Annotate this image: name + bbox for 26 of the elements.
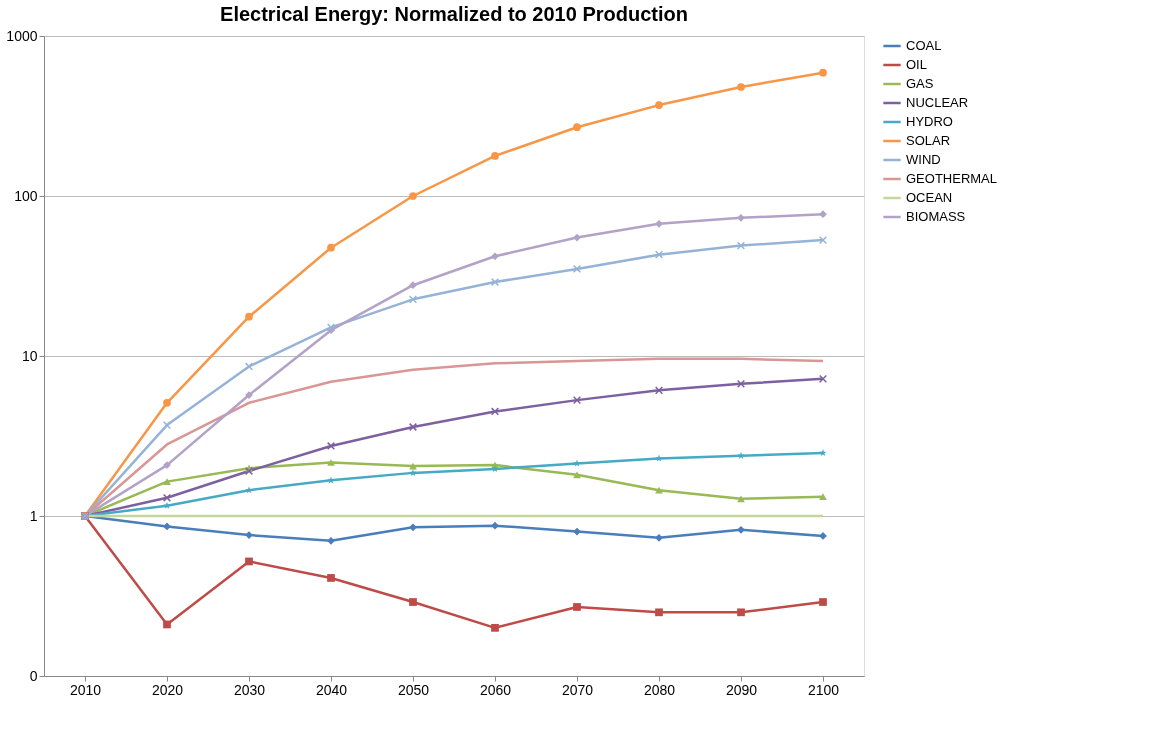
x-tick-label: 2070 <box>561 681 594 698</box>
legend-label: NUCLEAR <box>906 95 969 110</box>
x-tick-label: 2040 <box>315 681 348 698</box>
y-tick-label: 1 <box>29 507 38 524</box>
y-tick-label: 10 <box>21 347 38 364</box>
chart-title: Electrical Energy: Normalized to 2010 Production <box>220 3 688 25</box>
x-tick-label: 2010 <box>69 681 102 698</box>
legend-label: WIND <box>906 152 941 167</box>
legend-label: GEOTHERMAL <box>906 171 998 186</box>
x-tick-label: 2050 <box>397 681 430 698</box>
x-tick-label: 2100 <box>807 681 840 698</box>
legend-label: SOLAR <box>906 133 951 148</box>
legend-label: HYDRO <box>906 114 953 129</box>
y-tick-label: 1000 <box>6 27 38 44</box>
x-tick-label: 2080 <box>643 681 676 698</box>
x-tick-label: 2020 <box>151 681 184 698</box>
legend-label: COAL <box>906 38 942 53</box>
y-tick-label: 100 <box>14 187 38 204</box>
legend-label: OCEAN <box>906 190 953 205</box>
x-tick-label: 2060 <box>479 681 512 698</box>
legend-label: OIL <box>906 57 927 72</box>
y-tick-label: 0 <box>29 667 38 684</box>
x-tick-label: 2090 <box>725 681 758 698</box>
x-tick-label: 2030 <box>233 681 266 698</box>
legend-label: GAS <box>906 76 934 91</box>
legend-label: BIOMASS <box>906 209 966 224</box>
